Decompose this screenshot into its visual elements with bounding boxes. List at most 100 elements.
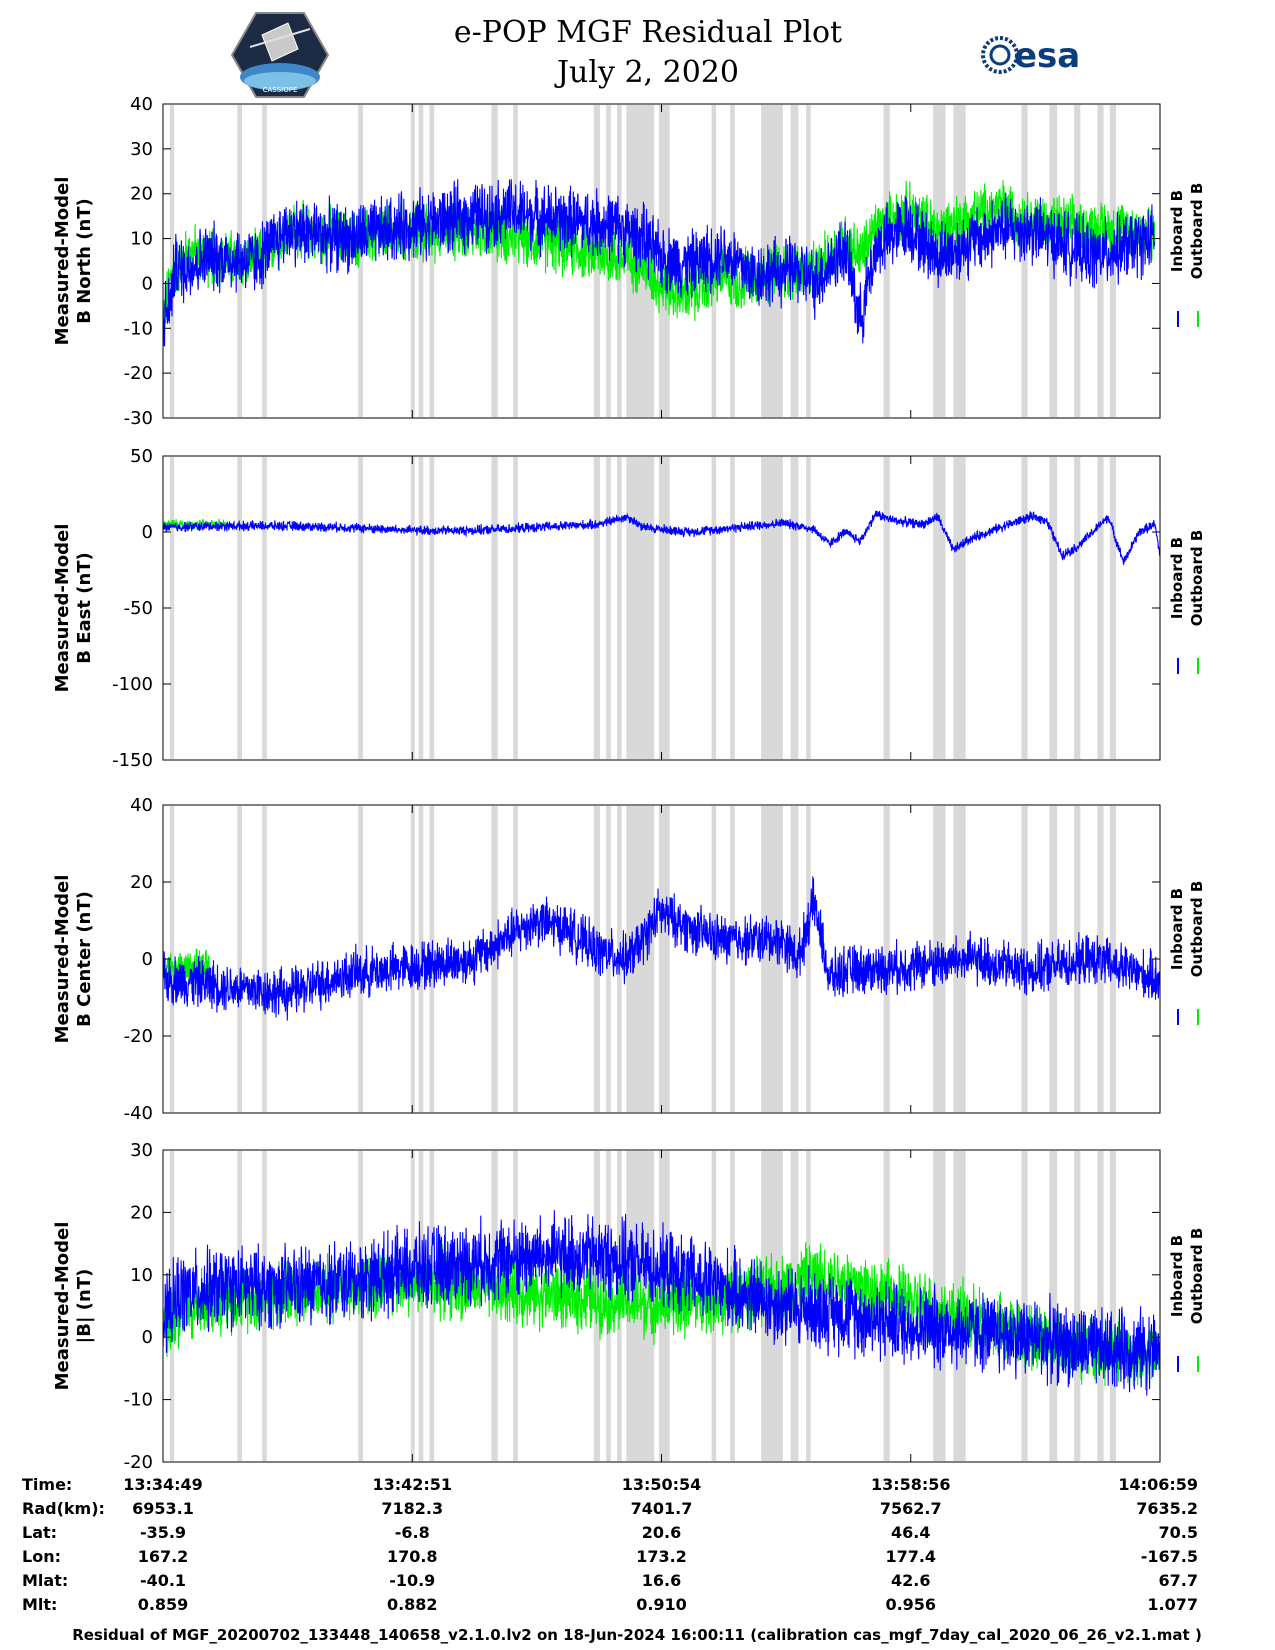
data-gap-shading (606, 457, 611, 759)
info-cell: 67.7 (1159, 1571, 1198, 1590)
panel-1: -30 -20 -10 0 10 20 30 40 Measured-ModelB North … (52, 94, 1206, 429)
data-gap-shading (617, 457, 622, 759)
data-gap-shading (1049, 1151, 1058, 1461)
y-tick-label: -20 (124, 363, 153, 384)
data-gap-shading (1074, 105, 1081, 417)
data-gap-shading (883, 806, 890, 1112)
x-tick-label: 13:42:51 (372, 1475, 452, 1494)
data-gap-shading (1109, 1151, 1116, 1461)
info-cell: 0.882 (387, 1595, 438, 1614)
series-line-outboard (163, 948, 211, 987)
panel-4: -20 -10 0 10 20 30 Measured-Model|B| (nT) Inboa… (52, 1140, 1206, 1473)
cassiope-logo: CASSIOPE (230, 12, 330, 98)
y-tick-label: -40 (124, 1103, 153, 1124)
info-cell: -167.5 (1141, 1547, 1198, 1566)
data-gap-shading (262, 457, 267, 759)
legend-entry: Inboard B (1168, 888, 1186, 970)
data-gap-shading (418, 806, 424, 1112)
info-cell: 177.4 (885, 1547, 936, 1566)
panel-2: -150 -100 -50 0 50 Measured-ModelB East (nT) I… (52, 446, 1206, 771)
y-tick-label: 40 (130, 795, 153, 816)
footer-caption: Residual of MGF_20200702_133448_140658_v… (72, 1626, 1202, 1644)
y-tick-label: 10 (130, 1265, 153, 1286)
data-gap-shading (1049, 457, 1058, 759)
y-tick-label: -20 (124, 1026, 153, 1047)
y-tick-label: 40 (130, 94, 153, 115)
data-gap-shading (658, 457, 670, 759)
data-gap-shading (410, 105, 415, 417)
data-gap-shading (491, 105, 498, 417)
y-tick-label: -150 (112, 750, 153, 771)
y-tick-label: 50 (130, 446, 153, 467)
legend-entry: Inboard B (1168, 1235, 1186, 1317)
x-tick-label: 14:06:59 (1118, 1475, 1198, 1494)
y-tick-label: 0 (142, 949, 153, 970)
data-gap-shading (358, 105, 363, 417)
info-cell: 170.8 (387, 1547, 438, 1566)
data-gap-shading (410, 457, 415, 759)
series-line-inboard (163, 876, 1160, 1021)
data-gap-shading (711, 457, 717, 759)
y-tick-label: 20 (130, 1202, 153, 1223)
data-gap-shading (883, 457, 890, 759)
legend: Inboard B Outboard B (1168, 183, 1206, 327)
info-cell: -35.9 (140, 1523, 186, 1542)
series-line-inboard (163, 1210, 1160, 1396)
y-tick-label: 30 (130, 1140, 153, 1161)
data-gap-shading (169, 806, 175, 1112)
y-axis-label: Measured-ModelB Center (nT) (52, 875, 95, 1044)
data-gap-shading (1021, 457, 1028, 759)
info-cell: 7182.3 (381, 1499, 443, 1518)
data-gap-shading (262, 105, 267, 417)
series-line-inboard (163, 179, 1156, 347)
y-axis-label: Measured-Model|B| (nT) (52, 1222, 95, 1391)
info-row-label: Lon: (22, 1547, 61, 1566)
x-tick-label: 13:58:56 (871, 1475, 951, 1494)
data-gap-shading (806, 806, 811, 1112)
data-gap-shading (730, 806, 735, 1112)
data-gap-shading (711, 806, 717, 1112)
y-axis-label: Measured-ModelB North (nT) (52, 177, 95, 346)
y-tick-label: -10 (124, 318, 153, 339)
y-tick-label: 10 (130, 229, 153, 250)
data-gap-shading (169, 457, 175, 759)
data-gap-shading (933, 457, 946, 759)
info-cell: -10.9 (389, 1571, 435, 1590)
info-cell: 0.910 (636, 1595, 687, 1614)
legend: Inboard B Outboard B (1168, 881, 1206, 1025)
y-axis-label: Measured-ModelB East (nT) (52, 524, 95, 693)
legend-entry: Outboard B (1188, 530, 1206, 627)
data-gap-shading (790, 457, 799, 759)
info-row-label: Mlat: (22, 1571, 68, 1590)
data-gap-shading (1109, 457, 1116, 759)
legend-entry: Outboard B (1188, 183, 1206, 280)
y-tick-label: -20 (124, 1452, 153, 1473)
esa-logo-text: esa (1014, 36, 1080, 76)
data-gap-shading (513, 457, 518, 759)
data-gap-shading (1074, 1151, 1081, 1461)
data-gap-shading (593, 457, 600, 759)
data-gap-shading (429, 105, 435, 417)
data-gap-shading (513, 806, 518, 1112)
info-cell: 16.6 (642, 1571, 681, 1590)
data-gap-shading (358, 1151, 363, 1461)
y-tick-label: 20 (130, 184, 153, 205)
y-tick-label: 20 (130, 872, 153, 893)
info-cell: 173.2 (636, 1547, 687, 1566)
esa-logo: esa (981, 36, 1080, 76)
data-gap-shading (626, 457, 655, 759)
series-line-inboard (163, 510, 1160, 565)
info-cell: 167.2 (138, 1547, 189, 1566)
info-cell: 7562.7 (880, 1499, 942, 1518)
info-row-label: Mlt: (22, 1595, 57, 1614)
data-gap-shading (429, 457, 435, 759)
data-gap-shading (491, 457, 498, 759)
info-cell: 0.859 (138, 1595, 189, 1614)
info-cell: -6.8 (395, 1523, 430, 1542)
y-tick-label: 0 (142, 273, 153, 294)
data-gap-shading (730, 457, 735, 759)
data-gap-shading (1097, 1151, 1104, 1461)
legend-entry: Inboard B (1168, 537, 1186, 619)
